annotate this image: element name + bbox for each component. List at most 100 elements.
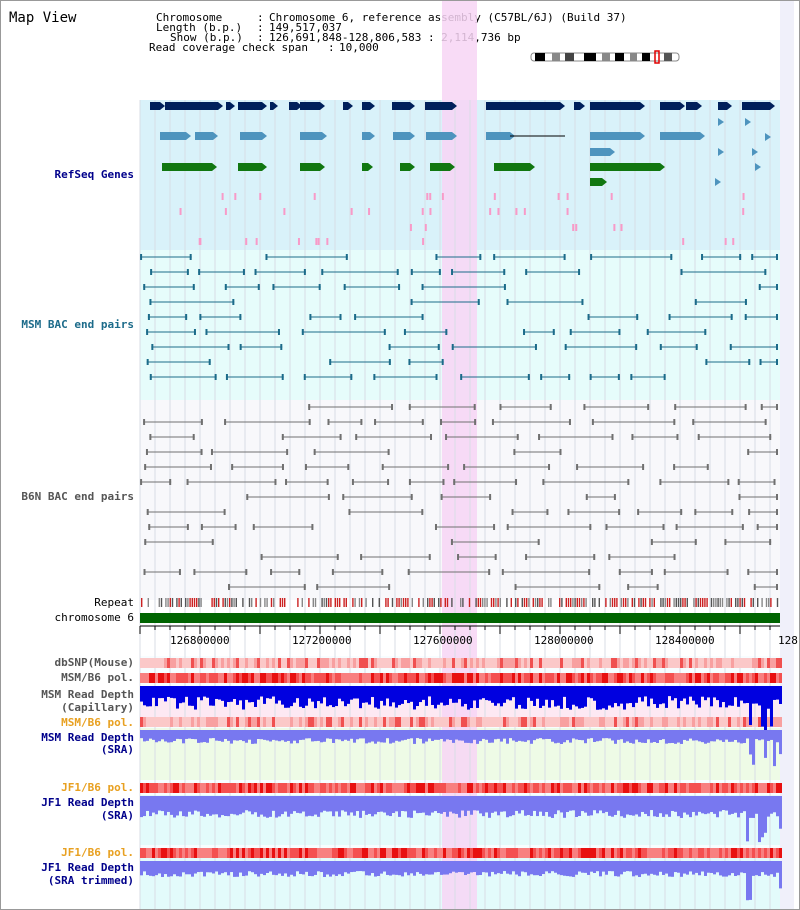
bac-end[interactable] (548, 464, 551, 470)
bac-end[interactable] (408, 359, 411, 365)
bac-end[interactable] (585, 494, 588, 500)
bac-end[interactable] (474, 419, 477, 425)
bac-end[interactable] (381, 569, 384, 575)
bac-end[interactable] (695, 344, 698, 350)
bac-end[interactable] (214, 374, 217, 380)
bac-end[interactable] (189, 254, 192, 260)
bac-end[interactable] (751, 254, 754, 260)
bac-end[interactable] (200, 419, 203, 425)
bac-end[interactable] (747, 449, 750, 455)
bac-end[interactable] (581, 299, 584, 305)
bac-end[interactable] (200, 524, 203, 530)
bac-end[interactable] (342, 494, 345, 500)
bac-end[interactable] (198, 269, 201, 275)
bac-end[interactable] (336, 554, 339, 560)
bac-end[interactable] (281, 374, 284, 380)
bac-end[interactable] (737, 479, 740, 485)
bac-end[interactable] (186, 524, 189, 530)
bac-end[interactable] (149, 434, 152, 440)
bac-end[interactable] (339, 434, 342, 440)
gene-block[interactable] (300, 102, 320, 110)
gene-block[interactable] (270, 102, 273, 110)
bac-end[interactable] (501, 569, 504, 575)
bac-end[interactable] (546, 509, 549, 515)
gene-arrow[interactable] (410, 102, 415, 110)
bac-end[interactable] (726, 569, 729, 575)
bac-end[interactable] (627, 479, 630, 485)
bac-end[interactable] (567, 509, 570, 515)
bac-end[interactable] (516, 434, 519, 440)
bac-end[interactable] (383, 329, 386, 335)
bac-end[interactable] (441, 359, 444, 365)
bac-end[interactable] (613, 494, 616, 500)
bac-end[interactable] (738, 494, 741, 500)
gene-arrow[interactable] (273, 102, 278, 110)
gene-arrow[interactable] (368, 163, 373, 171)
bac-end[interactable] (488, 569, 491, 575)
bac-end[interactable] (410, 299, 413, 305)
bac-end[interactable] (442, 479, 445, 485)
bac-end[interactable] (148, 524, 151, 530)
bac-end[interactable] (231, 464, 234, 470)
bac-end[interactable] (493, 254, 496, 260)
bac-end[interactable] (345, 254, 348, 260)
bac-end[interactable] (759, 359, 762, 365)
bac-end[interactable] (776, 359, 778, 365)
bac-end[interactable] (331, 569, 334, 575)
bac-end[interactable] (668, 314, 671, 320)
bac-end[interactable] (578, 269, 581, 275)
gene-arrow[interactable] (186, 132, 191, 140)
bac-end[interactable] (705, 359, 708, 365)
bac-end[interactable] (228, 584, 231, 590)
gene-arrow[interactable] (160, 102, 165, 110)
bac-end[interactable] (479, 254, 482, 260)
bac-end[interactable] (764, 419, 767, 425)
gene-arrow[interactable] (680, 102, 685, 110)
bac-end[interactable] (569, 329, 572, 335)
bac-end[interactable] (514, 584, 517, 590)
bac-end[interactable] (408, 479, 411, 485)
bac-end[interactable] (245, 569, 248, 575)
bac-end[interactable] (355, 434, 358, 440)
bac-end[interactable] (360, 554, 363, 560)
gene-arrow[interactable] (297, 102, 302, 110)
gene-arrow[interactable] (560, 102, 565, 110)
gene-block[interactable] (289, 102, 297, 110)
bac-end[interactable] (451, 269, 454, 275)
bac-end[interactable] (150, 269, 153, 275)
gene-arrow[interactable] (640, 132, 645, 140)
bac-end[interactable] (234, 524, 237, 530)
bac-end[interactable] (185, 314, 188, 320)
bac-end[interactable] (568, 374, 571, 380)
gene-arrow[interactable] (322, 132, 327, 140)
bac-end[interactable] (776, 569, 778, 575)
bac-end[interactable] (676, 434, 679, 440)
gene-arrow[interactable] (212, 163, 217, 171)
gene-arrow[interactable] (370, 102, 375, 110)
bac-end[interactable] (410, 494, 413, 500)
bac-end[interactable] (730, 314, 733, 320)
bac-end[interactable] (186, 479, 189, 485)
gene-block[interactable] (590, 163, 660, 171)
bac-end[interactable] (503, 269, 506, 275)
bac-end[interactable] (281, 464, 284, 470)
gene-block[interactable] (165, 102, 218, 110)
bac-end[interactable] (758, 284, 761, 290)
bac-end[interactable] (776, 494, 778, 500)
gene-block[interactable] (486, 102, 560, 110)
bac-end[interactable] (506, 299, 509, 305)
bac-end[interactable] (589, 524, 592, 530)
bac-end[interactable] (205, 329, 208, 335)
bac-end[interactable] (450, 539, 453, 545)
bac-end[interactable] (756, 524, 759, 530)
bac-end[interactable] (398, 284, 401, 290)
bac-end[interactable] (511, 509, 514, 515)
gene-block[interactable] (343, 102, 348, 110)
bac-end[interactable] (286, 449, 289, 455)
bac-end[interactable] (731, 509, 734, 515)
bac-end[interactable] (636, 314, 639, 320)
bac-end[interactable] (339, 314, 342, 320)
gene-arrow[interactable] (262, 163, 267, 171)
bac-end[interactable] (200, 449, 203, 455)
